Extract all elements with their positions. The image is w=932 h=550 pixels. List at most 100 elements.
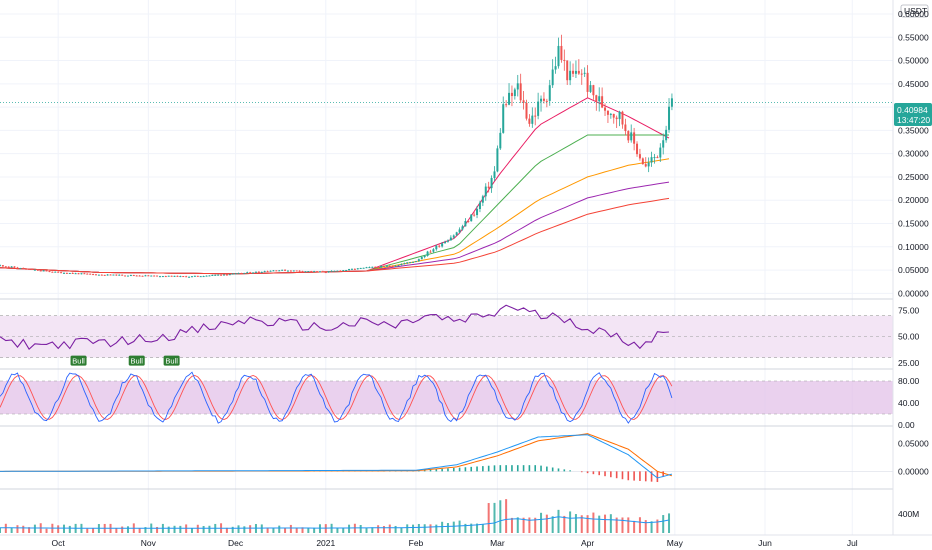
volume-bar xyxy=(417,523,420,533)
volume-bar xyxy=(336,527,339,533)
macd-pane[interactable] xyxy=(0,433,893,483)
volume-bar xyxy=(371,527,374,533)
candle-body xyxy=(313,271,316,273)
volume-bar xyxy=(202,525,205,533)
volume-bar xyxy=(278,525,281,533)
candle-body xyxy=(161,276,164,278)
y-tick-label: 0.00 xyxy=(898,420,915,430)
candle-body xyxy=(68,272,71,274)
volume-bar xyxy=(179,525,182,533)
x-tick-labels: Oct Nov Dec 2021 Feb Mar Apr May Jun Jul xyxy=(52,538,858,548)
candle-body xyxy=(650,157,653,163)
macd-histogram-bar xyxy=(441,468,443,472)
macd-histogram-bar xyxy=(458,467,461,472)
candle-body xyxy=(147,275,150,277)
candle-body xyxy=(516,83,519,90)
stoch-d-line xyxy=(0,375,673,420)
macd-histogram-bar xyxy=(627,471,630,481)
macd-histogram-bar xyxy=(423,469,426,472)
currency-badge[interactable]: USDT xyxy=(900,4,929,18)
volume-bar xyxy=(22,525,25,533)
price-axis[interactable]: 0 USDT 0.600000.550000.500000.450000.400… xyxy=(892,0,932,550)
x-tick-label: May xyxy=(667,538,684,548)
candle-body xyxy=(374,266,377,268)
candle-body xyxy=(71,272,74,274)
y-tick-label: 0.60000 xyxy=(898,9,929,19)
volume-bar xyxy=(435,524,438,533)
candle-body xyxy=(508,92,511,105)
macd-histogram-bar xyxy=(563,469,566,472)
candle-body xyxy=(510,92,513,97)
price-tag: 0.40984 13:47:20 xyxy=(894,103,932,126)
macd-histogram-bar xyxy=(586,471,589,474)
candle-body xyxy=(432,249,435,252)
rsi-pane[interactable]: Bull Bull Bull xyxy=(0,304,893,366)
volume-bar xyxy=(121,526,124,533)
candle-body xyxy=(345,270,348,272)
volume-bar xyxy=(452,521,455,533)
y-tick-label: 0.25000 xyxy=(898,172,929,182)
y-tick-label: 0.00000 xyxy=(898,466,929,476)
candle-body xyxy=(231,273,234,275)
price-pane[interactable] xyxy=(0,34,893,278)
volume-bar xyxy=(86,528,89,533)
volume-bar xyxy=(499,500,502,533)
macd-histogram-bar xyxy=(598,471,601,476)
candle-body xyxy=(249,272,252,274)
bull-marker-label: Bull xyxy=(72,357,85,366)
candle-body xyxy=(668,106,671,130)
candle-body xyxy=(60,272,63,274)
candle-body xyxy=(493,171,496,179)
candle-body xyxy=(641,158,644,165)
candle-body xyxy=(609,113,612,115)
candlestick-series xyxy=(0,34,673,278)
candle-body xyxy=(615,117,618,120)
x-tick-label: Feb xyxy=(409,538,424,548)
candle-body xyxy=(446,240,449,242)
price-tag-countdown: 13:47:20 xyxy=(897,115,930,125)
volume-bar xyxy=(429,524,432,533)
volume-bar xyxy=(365,528,368,533)
volume-bar xyxy=(476,523,479,533)
y-tick-label: 80.00 xyxy=(898,376,920,386)
volume-pane[interactable] xyxy=(0,499,671,533)
stoch-rsi-pane[interactable] xyxy=(0,371,893,424)
volume-bar xyxy=(569,511,572,533)
candle-body xyxy=(269,270,272,272)
price-tag-value: 0.40984 xyxy=(897,105,928,115)
volume-bar xyxy=(260,524,263,533)
y-tick-label: 50.00 xyxy=(898,332,920,342)
volume-bar xyxy=(173,525,176,533)
candle-body xyxy=(665,129,668,141)
macd-line xyxy=(0,434,673,479)
volume-bar xyxy=(522,517,525,533)
volume-bar xyxy=(225,527,228,533)
candle-body xyxy=(106,274,109,276)
volume-bar xyxy=(598,515,601,533)
candle-body xyxy=(502,104,505,133)
candle-body xyxy=(217,274,220,276)
volume-bar xyxy=(668,513,671,533)
candle-body xyxy=(586,72,589,92)
candle-body xyxy=(237,273,240,275)
candle-body xyxy=(176,275,179,277)
volume-bar xyxy=(167,526,170,533)
candle-body xyxy=(371,266,374,268)
macd-histogram-bar xyxy=(470,466,473,472)
candle-body xyxy=(1,265,4,267)
time-axis[interactable]: Oct Nov Dec 2021 Feb Mar Apr May Jun Jul xyxy=(0,534,932,548)
y-tick-label: 0.05000 xyxy=(898,439,929,449)
candle-body xyxy=(289,270,292,272)
candle-body xyxy=(0,265,1,267)
candle-body xyxy=(572,70,575,74)
candle-body xyxy=(604,107,607,111)
volume-bar xyxy=(423,524,426,533)
y-tick-label: 0.45000 xyxy=(898,79,929,89)
macd-histogram-bar xyxy=(476,466,478,472)
candle-body xyxy=(339,270,342,272)
volume-bar xyxy=(57,525,60,533)
candle-body xyxy=(589,85,592,92)
candle-body xyxy=(557,45,560,67)
candle-body xyxy=(359,267,362,269)
y-tick-label: 0.55000 xyxy=(898,32,929,42)
